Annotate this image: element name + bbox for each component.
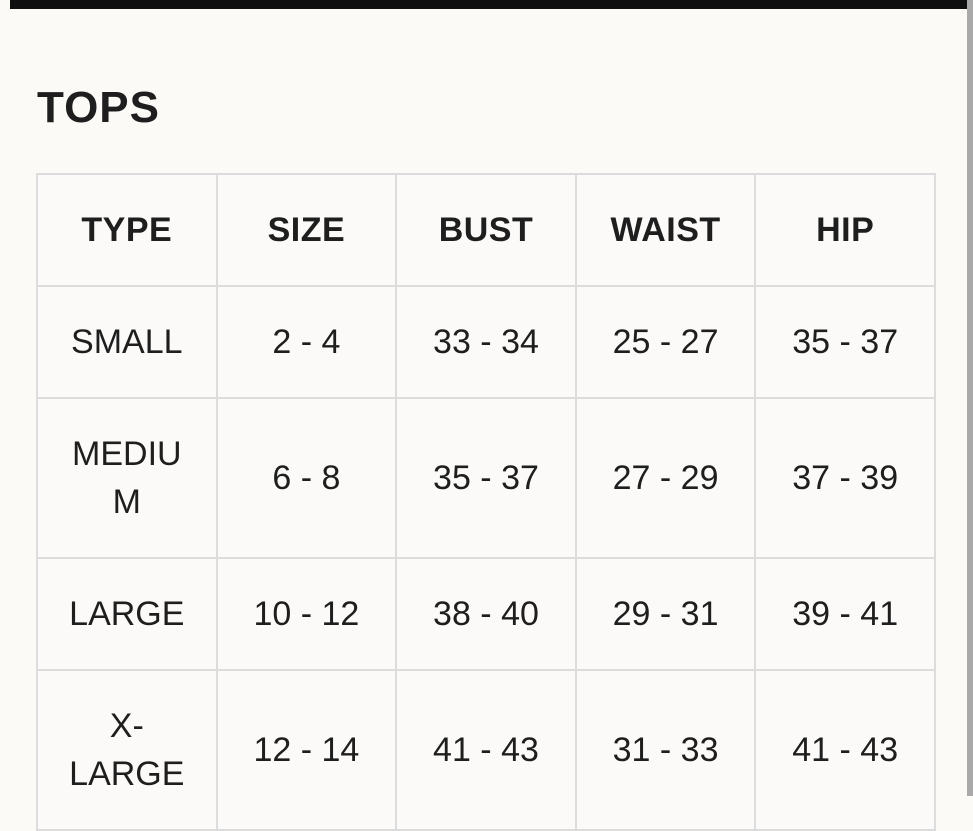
header-row: TYPE SIZE BUST WAIST HIP <box>36 173 936 287</box>
waist-cell: 31 - 33 <box>574 669 757 831</box>
bust-cell: 35 - 37 <box>395 397 577 559</box>
type-cell: LARGE <box>36 557 218 671</box>
table-row-xlarge: X-LARGE 12 - 14 41 - 43 31 - 33 41 - 43 <box>36 669 936 831</box>
column-header-bust: BUST <box>395 173 577 287</box>
bust-cell: 38 - 40 <box>395 557 577 671</box>
waist-cell: 29 - 31 <box>574 557 757 671</box>
hip-cell: 39 - 41 <box>754 557 936 671</box>
scrollbar-thumb[interactable] <box>967 0 973 796</box>
top-black-bar <box>10 0 973 9</box>
type-label: X-LARGE <box>69 707 185 793</box>
column-header-type: TYPE <box>36 173 218 287</box>
type-label: LARGE <box>69 595 185 633</box>
size-chart-table: TYPE SIZE BUST WAIST HIP SMALL 2 - 4 33 … <box>36 173 936 831</box>
size-cell: 12 - 14 <box>215 669 398 831</box>
column-header-waist: WAIST <box>574 173 757 287</box>
size-cell: 10 - 12 <box>215 557 398 671</box>
hip-cell: 41 - 43 <box>754 669 936 831</box>
table-row-small: SMALL 2 - 4 33 - 34 25 - 27 35 - 37 <box>36 285 936 399</box>
type-cell: SMALL <box>36 285 218 399</box>
table-row-medium: MEDIUM 6 - 8 35 - 37 27 - 29 37 - 39 <box>36 397 936 559</box>
bust-cell: 33 - 34 <box>395 285 577 399</box>
hip-cell: 37 - 39 <box>754 397 936 559</box>
type-label: SMALL <box>71 323 183 361</box>
table-row-large: LARGE 10 - 12 38 - 40 29 - 31 39 - 41 <box>36 557 936 671</box>
waist-cell: 27 - 29 <box>574 397 757 559</box>
column-header-size: SIZE <box>215 173 398 287</box>
column-header-hip: HIP <box>754 173 936 287</box>
page-title: TOPS <box>37 83 161 132</box>
bust-cell: 41 - 43 <box>395 669 577 831</box>
hip-cell: 35 - 37 <box>754 285 936 399</box>
type-cell: MEDIUM <box>36 397 218 559</box>
size-cell: 2 - 4 <box>215 285 398 399</box>
waist-cell: 25 - 27 <box>574 285 757 399</box>
type-cell: X-LARGE <box>36 669 218 831</box>
size-cell: 6 - 8 <box>215 397 398 559</box>
type-label: MEDIUM <box>72 435 182 521</box>
